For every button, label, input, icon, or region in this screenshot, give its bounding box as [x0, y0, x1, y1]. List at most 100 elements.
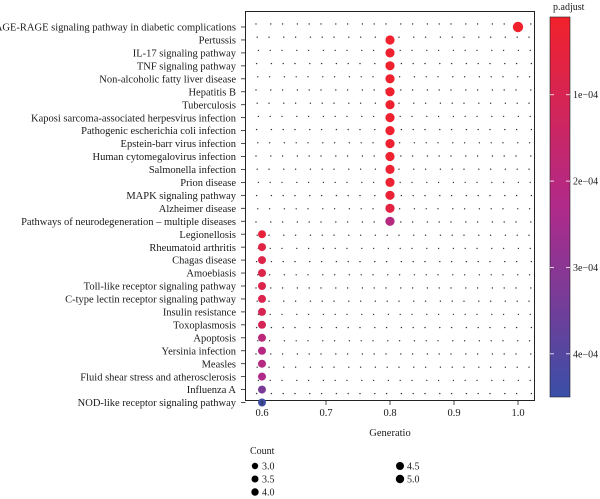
color-tick-label: 4e−04	[573, 349, 598, 360]
grid-dot	[269, 181, 271, 184]
grid-dot	[268, 208, 271, 210]
grid-dot	[333, 102, 335, 104]
grid-dot	[476, 115, 478, 118]
grid-dot	[413, 234, 415, 236]
grid-dot	[372, 247, 375, 250]
grid-dot	[517, 247, 520, 250]
grid-dot	[374, 326, 376, 329]
grid-dot	[387, 340, 389, 342]
grid-dot	[503, 89, 505, 91]
grid-dot	[347, 62, 349, 65]
grid-dot	[335, 353, 337, 355]
term-point	[258, 320, 266, 329]
grid-dot	[309, 392, 311, 395]
grid-dot	[294, 260, 296, 263]
grid-dot	[281, 353, 284, 355]
grid-dot	[308, 155, 310, 157]
grid-dot	[321, 102, 323, 104]
grid-dot	[451, 36, 453, 38]
grid-dot	[309, 366, 312, 368]
term-point	[258, 385, 266, 394]
grid-dot	[504, 36, 507, 38]
grid-dot	[296, 313, 298, 316]
grid-dot	[282, 260, 284, 263]
grid-dot	[361, 221, 364, 223]
grid-dot	[490, 142, 492, 144]
term-label: Kaposi sarcoma-associated herpesvirus in…	[31, 113, 237, 124]
grid-dot	[307, 247, 310, 250]
grid-dot	[517, 76, 519, 78]
grid-dot	[477, 260, 479, 263]
grid-dot	[517, 49, 520, 52]
grid-dot	[400, 326, 403, 329]
grid-dot	[398, 300, 400, 302]
grid-dot	[452, 313, 455, 316]
grid-dot	[320, 260, 323, 263]
grid-dot	[283, 274, 286, 276]
term-label: Measles	[202, 359, 236, 370]
grid-dot	[465, 23, 467, 25]
term-label: Non-alcoholic fatty liver disease	[99, 74, 236, 85]
grid-dot	[281, 115, 283, 118]
grid-dot	[373, 89, 375, 91]
grid-dot	[529, 247, 531, 250]
grid-dot	[334, 247, 336, 250]
grid-dot	[333, 300, 335, 302]
term-point	[258, 372, 266, 381]
grid-dot	[424, 128, 426, 131]
grid-dot	[502, 49, 505, 52]
grid-dot	[322, 115, 325, 118]
grid-dot	[529, 379, 531, 382]
grid-dot	[465, 221, 467, 223]
grid-dot	[517, 142, 519, 144]
term-label: NOD-like receptor signaling pathway	[78, 398, 237, 409]
grid-dot	[269, 115, 271, 118]
term-point	[258, 282, 266, 290]
grid-dot	[465, 155, 467, 157]
grid-dot	[490, 208, 492, 210]
grid-dot	[491, 181, 493, 184]
grid-dot	[411, 247, 413, 250]
grid-dot	[359, 234, 362, 236]
grid-dot	[413, 366, 415, 368]
grid-dot	[491, 49, 493, 52]
grid-dot	[361, 287, 364, 289]
grid-dot	[359, 62, 361, 65]
grid-dot	[452, 340, 454, 342]
grid-dot	[517, 181, 520, 184]
grid-dot	[360, 274, 362, 276]
grid-dot	[465, 194, 468, 197]
grid-dot	[307, 313, 310, 316]
grid-dot	[515, 128, 518, 131]
grid-dot	[399, 379, 401, 382]
grid-dot	[491, 287, 494, 289]
grid-dot	[283, 102, 285, 104]
grid-dot	[283, 142, 286, 144]
grid-dot	[413, 208, 416, 210]
grid-dot	[465, 89, 467, 91]
grid-dot	[255, 128, 258, 131]
grid-dot	[308, 89, 310, 91]
grid-dot	[295, 208, 297, 210]
grid-dot	[437, 142, 439, 144]
grid-dot	[437, 208, 439, 210]
grid-dot	[307, 115, 310, 118]
grid-dot	[478, 300, 480, 302]
grid-dot	[283, 168, 285, 170]
term-point	[385, 203, 395, 213]
grid-dot	[360, 340, 362, 342]
grid-dot	[360, 76, 362, 78]
grid-dot	[400, 155, 402, 157]
grid-dot	[282, 326, 284, 329]
grid-dot	[411, 155, 414, 157]
grid-dot	[425, 274, 427, 276]
grid-dot	[333, 274, 336, 276]
grid-dot	[502, 181, 505, 184]
grid-dot	[348, 300, 350, 302]
term-point	[258, 256, 266, 265]
grid-dot	[257, 208, 259, 210]
grid-dot	[412, 392, 414, 395]
grid-dot	[359, 366, 362, 368]
grid-dot	[320, 128, 323, 131]
grid-dot	[504, 102, 507, 104]
